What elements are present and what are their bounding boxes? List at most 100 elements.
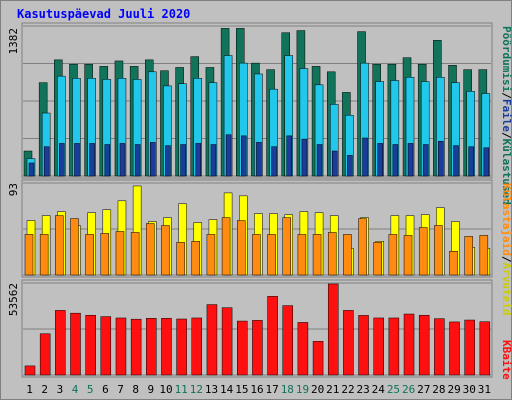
y-tick-label-top: 1382 [7, 28, 20, 55]
bar-arvuteid [191, 241, 201, 276]
bar-kbaite [221, 307, 233, 376]
bar-arvuteid [70, 218, 79, 276]
bar-arvuteid [115, 231, 125, 276]
y-tick-label-mid: 93 [7, 183, 20, 196]
x-tick-label: 27 [417, 383, 430, 396]
x-tick-label: 20 [311, 383, 324, 396]
bar-kbaite [312, 341, 324, 376]
legend-separator: / [500, 256, 512, 263]
x-tick-label: 22 [341, 383, 354, 396]
bar-arvuteid [434, 225, 443, 276]
bar-poordumisi [225, 134, 232, 177]
x-tick-label: 29 [447, 383, 460, 396]
bar-poordumisi [483, 147, 490, 177]
legend-separator: / [500, 132, 512, 139]
bar-kbaite [55, 310, 66, 376]
legend-item-külastajaid: Külastajaid [500, 183, 512, 256]
bar-kbaite [176, 318, 187, 376]
bar-arvuteid [312, 234, 322, 276]
x-tick-label: 18 [281, 383, 294, 396]
bar-poordumisi [150, 142, 156, 177]
bar-poordumisi [241, 135, 247, 177]
bar-arvuteid [252, 234, 261, 276]
bar-kbaite [358, 315, 369, 376]
x-tick-label: 11 [175, 383, 188, 396]
bar-poordumisi [316, 144, 323, 177]
y-tick-label-bot: 53562 [7, 283, 20, 316]
bar-poordumisi [74, 143, 80, 177]
x-tick-label: 15 [235, 383, 248, 396]
bars [23, 28, 491, 376]
x-tick-label: 7 [117, 383, 124, 396]
bar-kbaite [418, 314, 430, 376]
bar-kbaite [39, 333, 51, 376]
bar-kbaite [191, 317, 203, 376]
bar-arvuteid [327, 232, 337, 276]
bar-poordumisi [43, 146, 50, 177]
bar-kbaite [115, 317, 127, 376]
bar-arvuteid [449, 251, 458, 276]
bar-arvuteid [24, 234, 34, 276]
bar-kbaite [237, 320, 248, 376]
legend-item-arvuteid: Arvuteid [500, 262, 512, 315]
bar-poordumisi [271, 146, 277, 177]
legend-mid: Külastajaid/Arvuteid [500, 183, 512, 315]
bar-kbaite [146, 318, 157, 376]
bar-poordumisi [180, 144, 186, 177]
legend-item-külastused: Külastused [500, 139, 512, 205]
bar-arvuteid [161, 225, 170, 276]
legend-top-text: Pöördumisi/Faile/Külastused [500, 26, 512, 205]
legend-bot: KBaite [500, 340, 512, 380]
bar-kbaite [479, 321, 491, 376]
x-tick-label: 19 [296, 383, 309, 396]
bar-kbaite [130, 318, 142, 376]
x-tick-label: 28 [432, 383, 445, 396]
bar-poordumisi [377, 143, 383, 177]
bar-arvuteid [479, 235, 489, 276]
bar-arvuteid [343, 234, 352, 276]
bar-poordumisi [468, 146, 474, 177]
bar-arvuteid [130, 232, 140, 276]
x-tick-label: 24 [372, 383, 386, 396]
x-axis-labels: 1 2 3 4 5 6 7 8 9 10 11 12 13 14 15 16 17 18 19 20 21 22 23 24 2… [26, 383, 491, 396]
x-tick-label: 5 [87, 383, 94, 396]
bar-poordumisi [89, 143, 95, 177]
bar-arvuteid [221, 217, 231, 276]
x-tick-label: 30 [463, 383, 476, 396]
bar-poordumisi [119, 143, 126, 177]
bar-poordumisi [453, 145, 459, 177]
legend-mid-text: Külastajaid/Arvuteid [500, 183, 512, 315]
bar-arvuteid [100, 233, 110, 276]
x-tick-label: 17 [266, 383, 279, 396]
bar-kbaite [434, 318, 445, 376]
bar-kbaite [343, 310, 354, 376]
legend-top: Pöördumisi/Faile/Külastused [500, 26, 512, 205]
bar-poordumisi [104, 144, 111, 177]
bar-arvuteid [403, 235, 413, 276]
bar-arvuteid [358, 218, 367, 276]
bar-poordumisi [392, 144, 399, 177]
bar-poordumisi [286, 135, 292, 177]
bar-poordumisi [362, 137, 368, 177]
x-tick-label: 14 [220, 383, 234, 396]
bar-arvuteid [297, 234, 307, 276]
x-tick-label: 8 [132, 383, 139, 396]
bar-arvuteid [39, 234, 49, 276]
bar-arvuteid [206, 234, 216, 276]
x-tick-label: 31 [478, 383, 491, 396]
bar-kbaite [267, 296, 278, 376]
bar-arvuteid [146, 223, 155, 276]
x-tick-label: 25 [387, 383, 400, 396]
x-tick-label: 2 [41, 383, 48, 396]
bar-kbaite [85, 314, 96, 376]
bar-kbaite [282, 305, 293, 376]
bar-poordumisi [256, 142, 262, 177]
bar-kbaite [206, 304, 218, 376]
bar-kbaite [449, 321, 460, 376]
bar-poordumisi [407, 143, 414, 177]
legend-item-pöördumisi: Pöördumisi [500, 26, 512, 93]
bar-poordumisi [28, 162, 35, 177]
bar-poordumisi [165, 145, 171, 177]
x-tick-label: 3 [57, 383, 64, 396]
